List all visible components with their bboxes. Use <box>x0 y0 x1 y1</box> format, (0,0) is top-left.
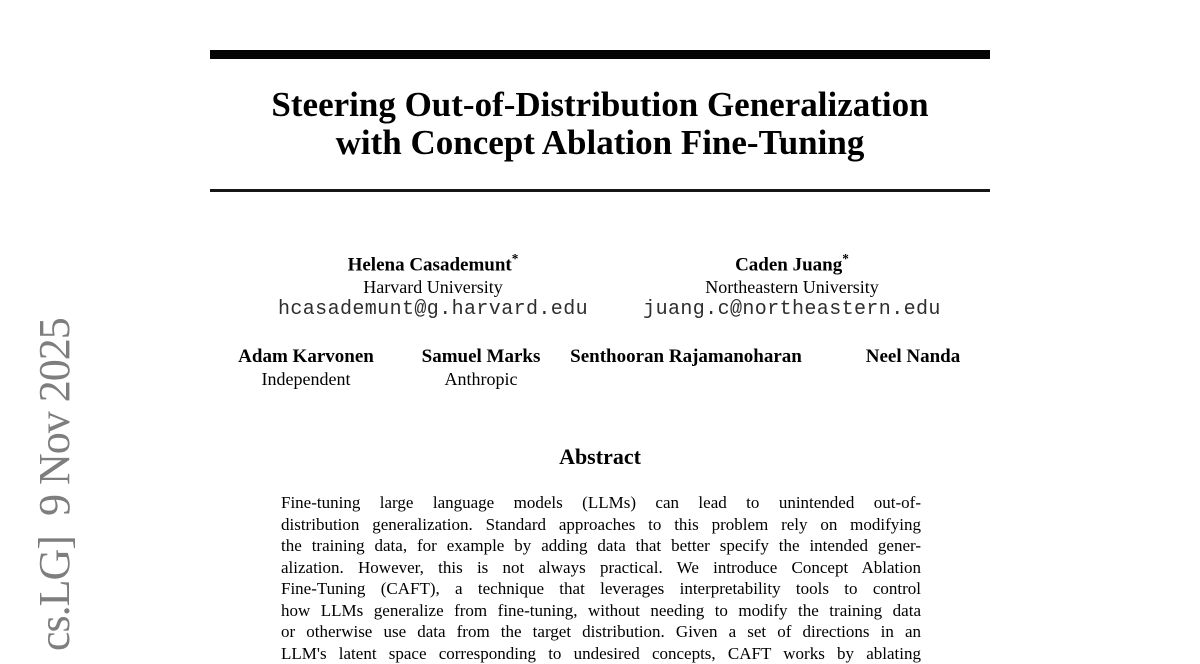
abstract-line: how LLMs generalize from fine-tuning, wi… <box>281 600 921 622</box>
abstract-line: Fine-Tuning (CAFT), a technique that lev… <box>281 578 921 600</box>
author-block-marks: Samuel Marks Anthropic <box>422 346 541 390</box>
footnote-asterisk: * <box>842 251 849 266</box>
author-name: Senthooran Rajamanoharan <box>570 346 802 368</box>
author-name: Neel Nanda <box>866 346 960 368</box>
abstract-line: distribution generalization. Standard ap… <box>281 514 921 536</box>
author-email: hcasademunt@g.harvard.edu <box>278 298 588 321</box>
abstract-heading: Abstract <box>210 445 990 469</box>
arxiv-watermark: cs.LG] 9 Nov 2025 <box>30 318 80 651</box>
abstract-line: the training data, for example by adding… <box>281 535 921 557</box>
author-email: juang.c@northeastern.edu <box>643 298 941 321</box>
author-affiliation: Independent <box>238 368 374 390</box>
author-block-juang: Caden Juang* Northeastern University jua… <box>643 248 941 321</box>
author-block-nanda: Neel Nanda <box>866 346 960 368</box>
paper-title-line-2: with Concept Ablation Fine-Tuning <box>210 124 990 162</box>
author-block-casademunt: Helena Casademunt* Harvard University hc… <box>278 248 588 321</box>
footnote-asterisk: * <box>512 251 519 266</box>
abstract-line: or otherwise use data from the target di… <box>281 621 921 643</box>
author-name: Caden Juang* <box>643 248 941 276</box>
author-block-rajamanoharan: Senthooran Rajamanoharan <box>570 346 802 368</box>
author-name: Helena Casademunt* <box>278 248 588 276</box>
top-rule <box>210 50 990 59</box>
author-affiliation: Anthropic <box>422 368 541 390</box>
abstract-line-partial: LLM's latent space corresponding to unde… <box>281 643 921 664</box>
author-name-text: Helena Casademunt <box>348 254 512 275</box>
paper-page: { "watermark": { "text": "cs.LG] 9 Nov 2… <box>0 0 1200 648</box>
author-name: Samuel Marks <box>422 346 541 368</box>
title-divider-rule <box>210 189 990 192</box>
author-name: Adam Karvonen <box>238 346 374 368</box>
author-affiliation: Harvard University <box>278 276 588 298</box>
abstract-line: alization. However, this is not always p… <box>281 557 921 579</box>
paper-title: Steering Out-of-Distribution Generalizat… <box>210 86 990 162</box>
paper-title-line-1: Steering Out-of-Distribution Generalizat… <box>210 86 990 124</box>
abstract-text: Fine-tuning large language models (LLMs)… <box>281 492 921 664</box>
author-block-karvonen: Adam Karvonen Independent <box>238 346 374 390</box>
author-affiliation: Northeastern University <box>643 276 941 298</box>
abstract-line: Fine-tuning large language models (LLMs)… <box>281 492 921 514</box>
author-name-text: Caden Juang <box>735 254 842 275</box>
